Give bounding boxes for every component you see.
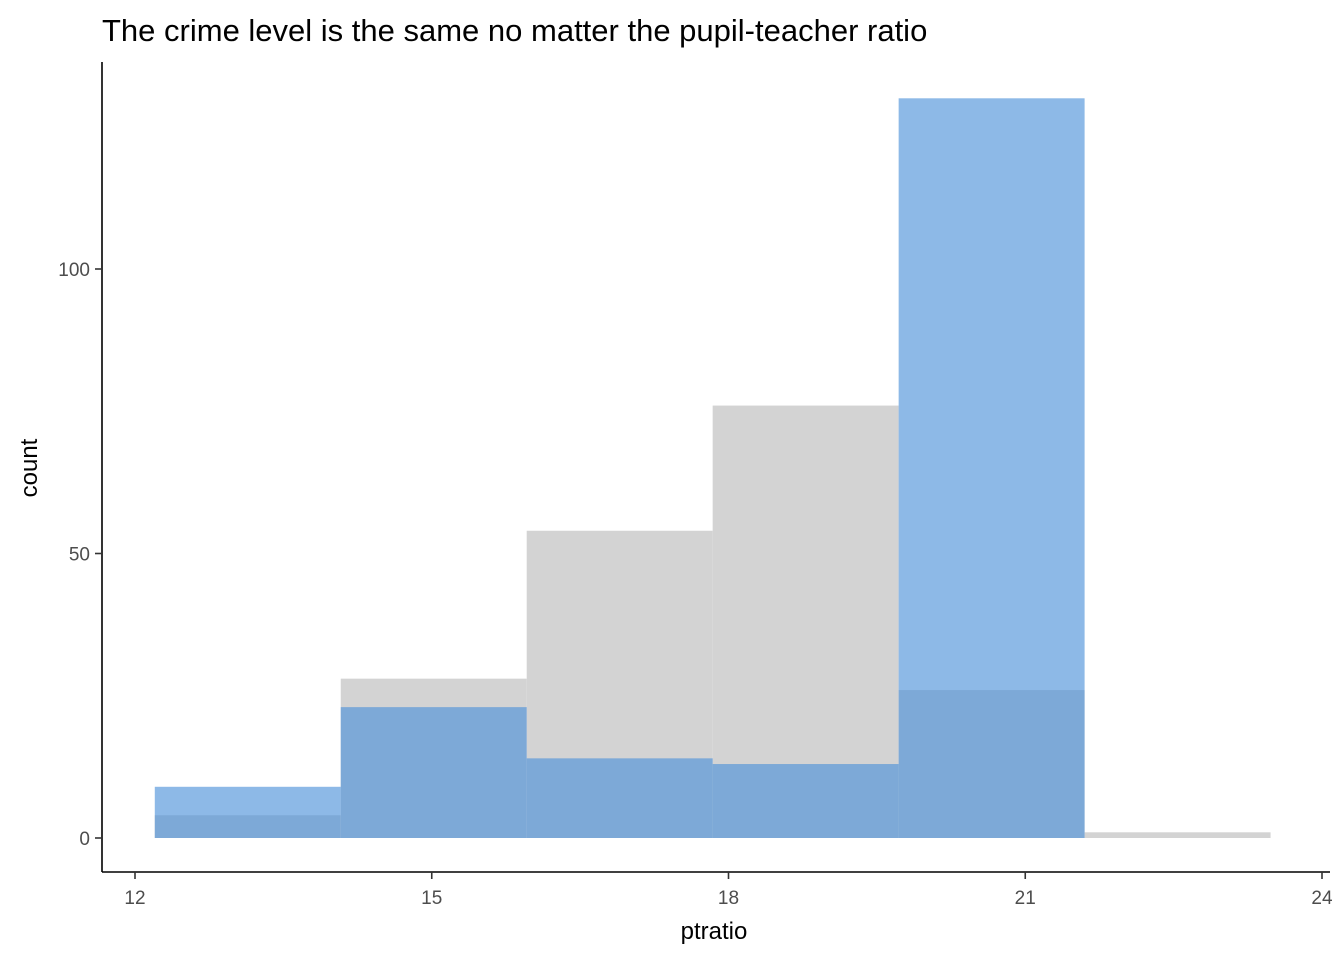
bars-layer bbox=[154, 98, 1271, 839]
y-axis-label: count bbox=[16, 438, 43, 497]
x-axis-label: ptratio bbox=[681, 918, 748, 945]
x-tick-label-21: 21 bbox=[1015, 888, 1036, 909]
x-tick-label-15: 15 bbox=[421, 888, 442, 909]
bar-series1-bin3 bbox=[712, 764, 899, 838]
bar-series1-bin4 bbox=[898, 98, 1085, 839]
chart-title: The crime level is the same no matter th… bbox=[102, 13, 927, 48]
bar-series1-bin0 bbox=[154, 786, 341, 838]
x-tick-label-18: 18 bbox=[718, 888, 739, 909]
bar-series1-bin2 bbox=[526, 758, 713, 838]
ticks-layer: 12 15 18 21 24 0 50 100 bbox=[58, 260, 1333, 909]
y-tick-label-100: 100 bbox=[58, 260, 90, 281]
bar-series1-bin1 bbox=[340, 707, 527, 838]
axes-layer bbox=[101, 62, 1330, 873]
bar-series0-bin5 bbox=[1084, 832, 1271, 838]
x-tick-label-12: 12 bbox=[124, 888, 145, 909]
y-tick-label-50: 50 bbox=[69, 545, 90, 566]
y-tick-label-0: 0 bbox=[79, 829, 90, 850]
x-tick-label-24: 24 bbox=[1311, 888, 1333, 909]
